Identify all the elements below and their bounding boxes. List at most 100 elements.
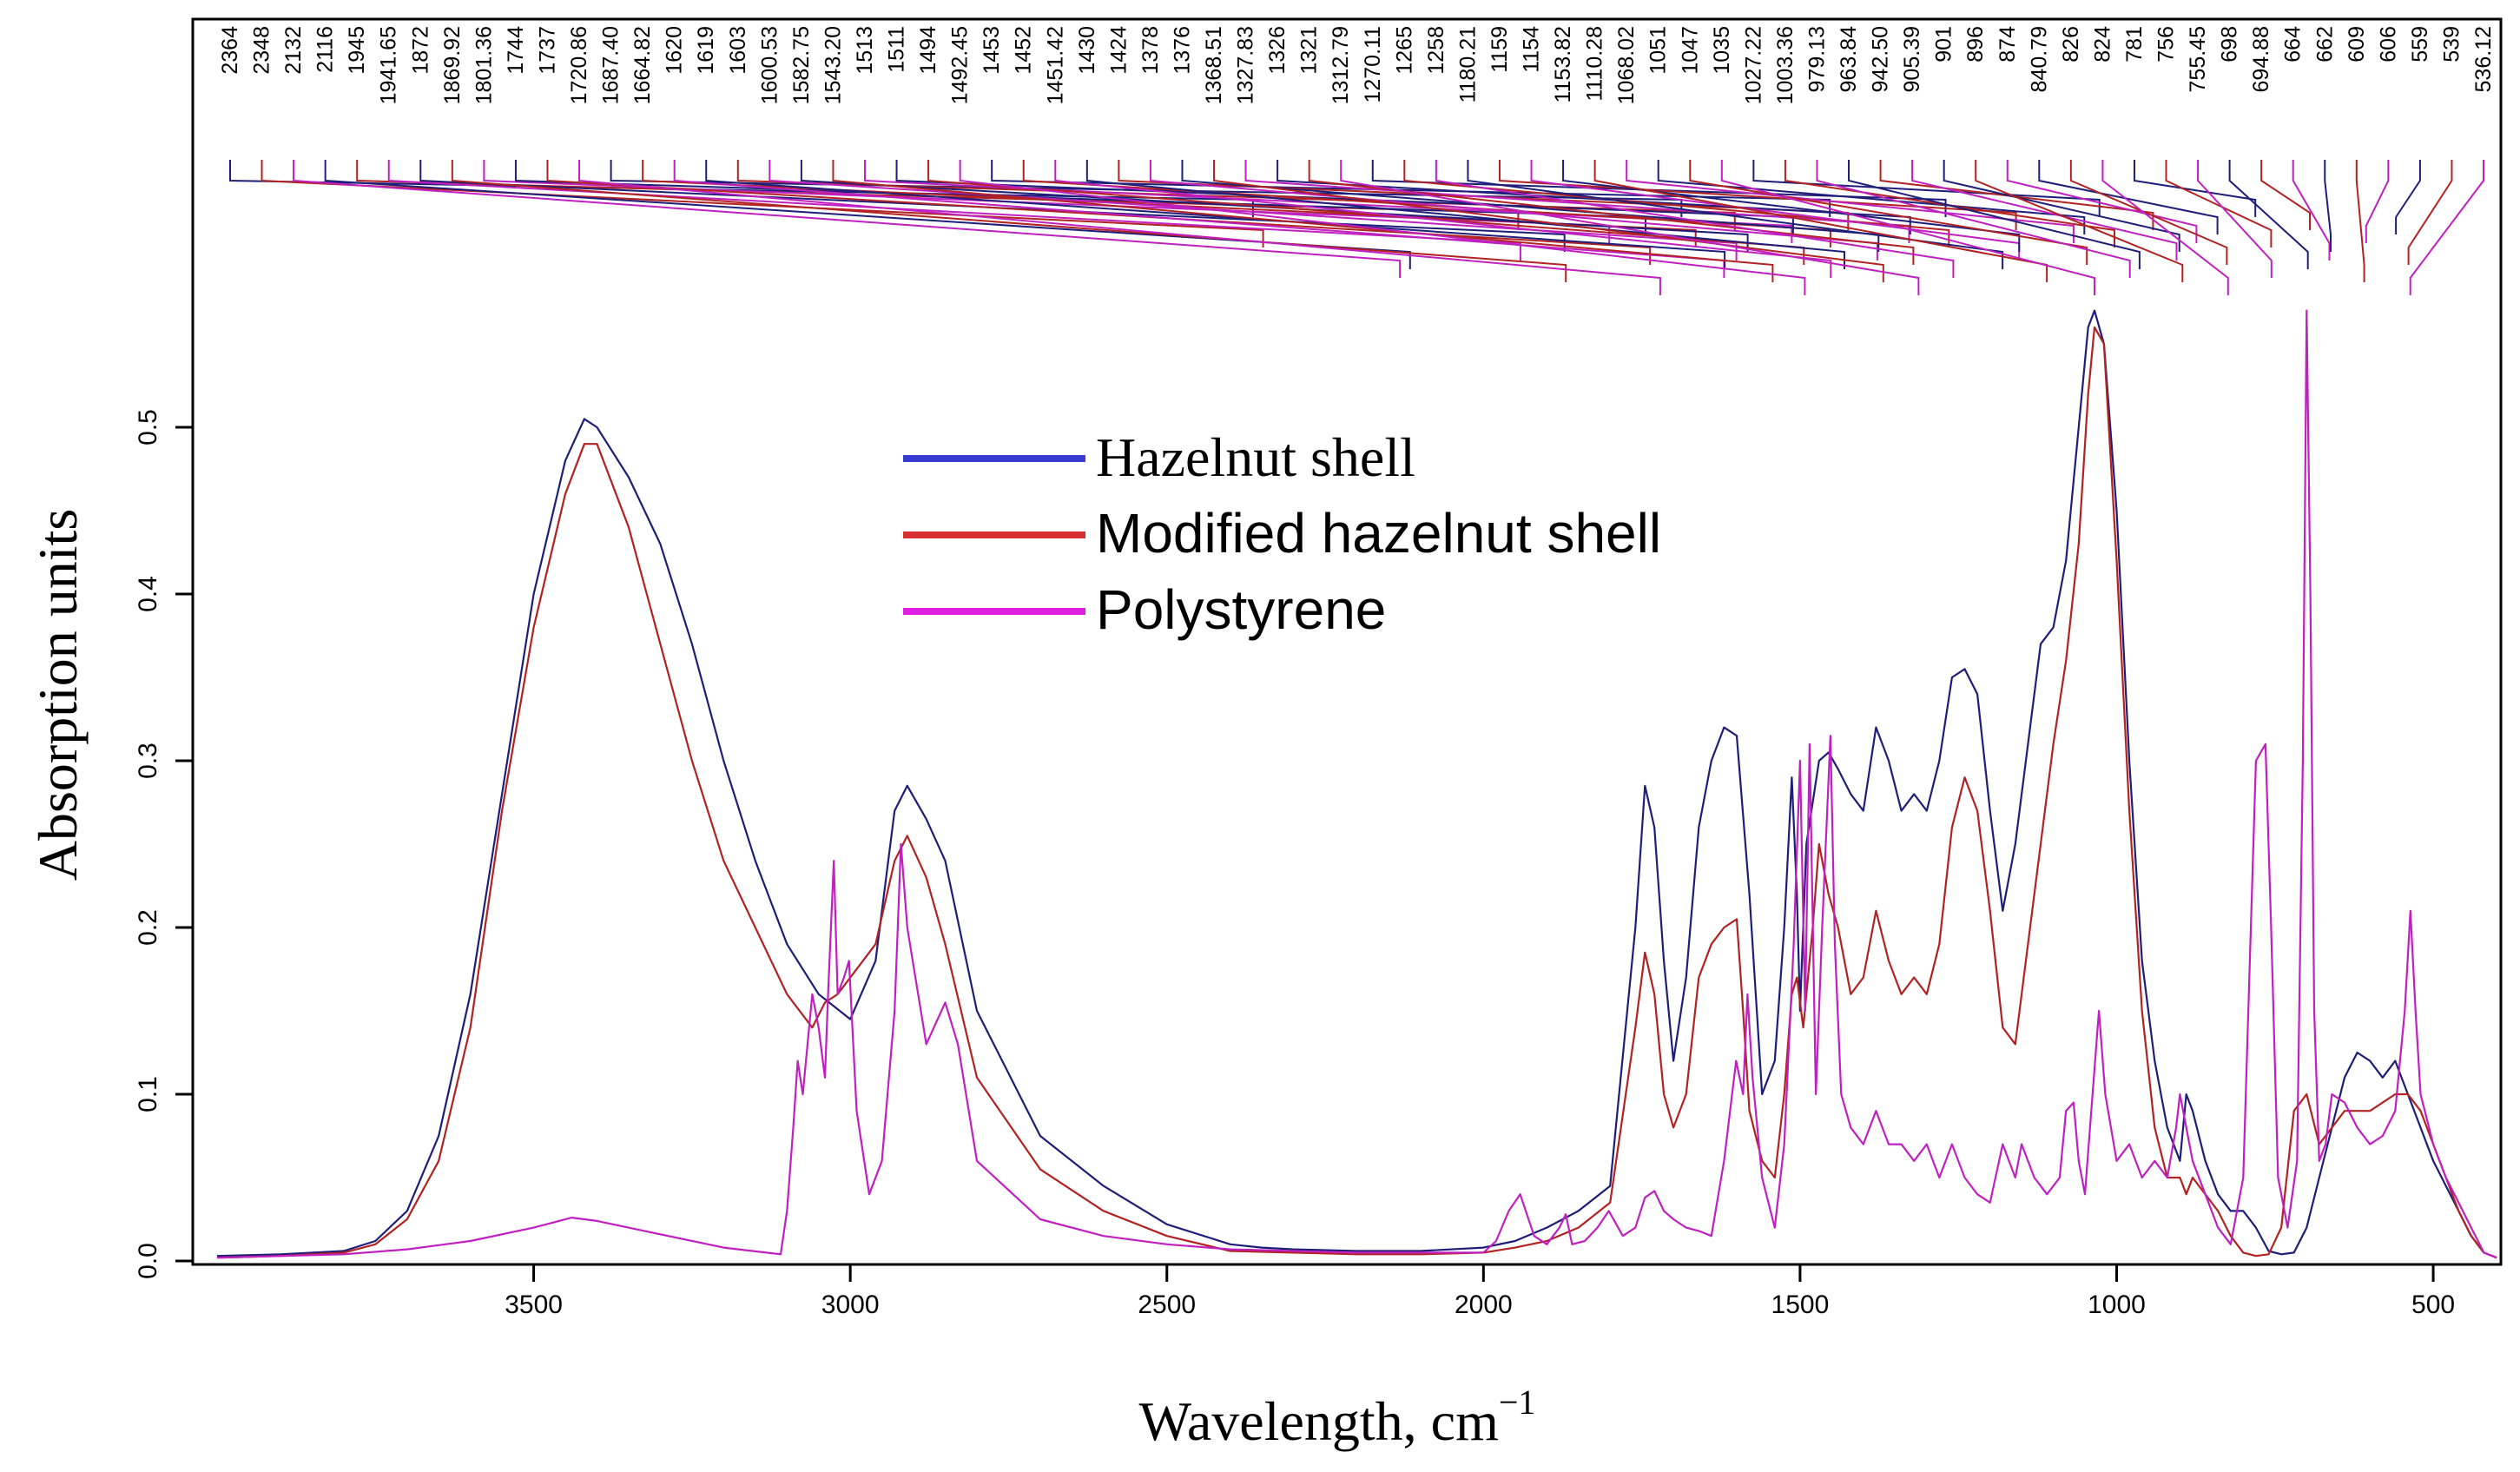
peak-label: 694.88 [2249,26,2273,92]
x-axis-title-text: Wavelength, cm [1139,1390,1499,1452]
peak-label: 1035 [1710,26,1734,75]
peak-label: 1270.11 [1361,26,1385,103]
peak-label: 664 [2281,26,2306,63]
peak-leader-line [2292,160,2331,261]
series-line [216,309,2497,1259]
peak-label: 1327.83 [1234,26,1258,104]
peak-label: 1620 [663,26,687,75]
x-tick-label: 1500 [1771,1290,1830,1319]
peak-label: 2348 [250,26,274,75]
legend-label: Hazelnut shell [1096,426,1415,488]
peak-leader-line [1213,160,1884,282]
peak-leader-line [451,160,1567,282]
peak-label: 1582.75 [789,26,814,104]
peak-label: 1492.45 [948,26,973,104]
peak-label: 2116 [313,26,338,73]
peak-leader-line [293,160,1402,278]
peak-label: 1027.22 [1741,26,1765,104]
peak-label: 1941.65 [377,26,401,104]
y-tick-label: 0.2 [134,909,162,946]
peak-label: 905.39 [1900,26,1924,92]
peak-leader-line [1149,160,1878,261]
peak-label: 1511 [885,26,909,73]
peak-leader-line [2038,160,2219,234]
peak-label: 1376 [1170,26,1194,75]
peak-label: 755.45 [2186,26,2210,92]
peak-label: 1068.02 [1614,26,1639,104]
y-axis-title: Absorption units [27,509,89,881]
legend: Hazelnut shell Modified hazelnut shell Pol… [903,426,1661,641]
peak-label: 1543.20 [821,26,845,104]
x-tick-label: 3500 [505,1290,563,1319]
peak-leader-line [1975,160,2184,282]
y-tick-label: 0.5 [134,409,162,446]
peak-leader-line [736,160,1736,230]
x-tick-label: 500 [2411,1290,2455,1319]
series-line [216,309,2497,1259]
peak-label: 1003.36 [1773,26,1798,104]
peak-label: 1424 [1106,26,1131,75]
peak-leader-line [387,160,1521,261]
peak-leader-line [2324,160,2332,252]
x-axis-title: Wavelength, cm−1 [1139,1383,1536,1452]
peak-leader-line [2395,160,2421,234]
peak-label: 840.79 [2027,26,2051,92]
peak-leader-line [959,160,1806,295]
peak-label: 1744 [504,26,528,75]
peak-label: 539 [2439,26,2464,63]
peak-label: 536.12 [2471,26,2496,92]
peak-label: 1513 [853,26,877,75]
peak-label: 559 [2408,26,2432,63]
peak-label: 1453 [980,26,1004,75]
peak-label: 901 [1932,26,1956,63]
peak-leader-line [514,160,1646,234]
peak-leader-line [1816,160,2131,278]
legend-label: Modified hazelnut shell [1096,502,1661,564]
peak-label: 1154 [1520,26,1544,73]
x-tick-label: 1000 [2088,1290,2146,1319]
peak-leader-line [1340,160,1920,295]
peak-leader-line [2165,160,2273,248]
peak-leader-line [578,160,1661,295]
peak-leader-line [1626,160,2075,243]
series-layer [216,309,2497,1259]
peak-leader-line [1403,160,1950,248]
peak-label: 1110.28 [1583,26,1607,102]
peak-leader-line [1943,160,2180,252]
peak-leader-line [1562,160,2021,252]
peak-leader-line [1911,160,2178,261]
x-tick-label: 3000 [821,1290,880,1319]
peak-label: 1258 [1424,26,1448,75]
peak-label: 1265 [1392,26,1416,75]
peak-label: 609 [2345,26,2369,63]
peak-leader-line [2101,160,2229,295]
peak-label: 942.50 [1869,26,1893,92]
peak-label: 1326 [1265,26,1290,75]
peak-leader-line [895,160,1794,234]
plot-frame [191,17,2503,1266]
peak-leader-line [2355,160,2365,282]
peak-leader-line [1435,160,1955,278]
peak-leader-line [324,160,1411,269]
peak-label: 1664.82 [630,26,655,104]
peak-label: 1047 [1678,26,1702,75]
peak-leader-line [2260,160,2311,230]
peak-label: 1452 [1012,26,1036,75]
peak-label: 963.84 [1837,26,1861,93]
peak-label: 1600.53 [757,26,782,104]
peak-leader-line [1752,160,2101,217]
peak-label: 698 [2218,26,2242,63]
peak-label: 781 [2122,26,2147,63]
peak-leader-line [769,160,1738,261]
y-tick-label: 0.0 [134,1243,162,1279]
peak-label: 662 [2312,26,2337,63]
peak-leader-line [927,160,1805,265]
peak-leader-line [261,160,1264,248]
peak-leader-line [1467,160,2004,269]
peak-label: 1321 [1297,26,1322,75]
peak-leader-line [2409,160,2484,295]
peak-label: 2364 [218,26,242,75]
peak-label: 1153.82 [1551,26,1575,103]
peak-label: 1872 [408,26,432,75]
